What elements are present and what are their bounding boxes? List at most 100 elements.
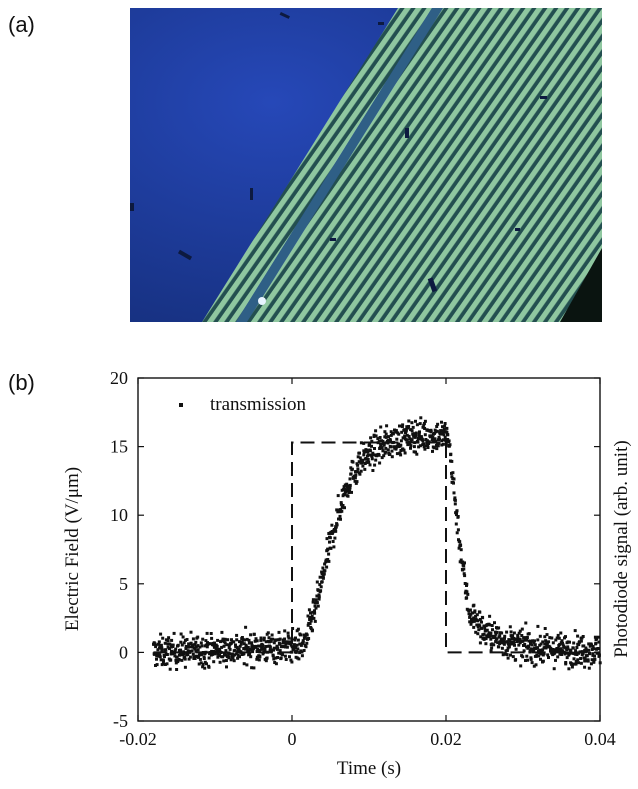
transmission-point [248,652,252,656]
transmission-point [168,667,172,671]
transmission-point [305,641,309,645]
transmission-point [354,481,358,485]
transmission-point [325,537,329,541]
transmission-point [442,428,446,431]
transmission-point [246,645,250,649]
transmission-point [330,523,334,527]
transmission-point [224,649,228,653]
transmission-point [184,645,188,648]
transmission-point [196,648,200,652]
transmission-point [367,453,370,457]
transmission-point [534,663,538,667]
transmission-point [351,460,355,464]
transmission-point [205,631,209,635]
transmission-point [235,638,239,642]
transmission-point [168,642,172,646]
transmission-point [527,639,531,643]
transmission-point [377,453,381,457]
transmission-point [317,593,321,597]
transmission-point [554,638,558,642]
transmission-point [158,653,162,657]
transmission-point [512,641,516,645]
transmission-point [249,655,253,659]
transmission-point [269,637,273,641]
transmission-point [590,658,594,662]
transmission-point [403,434,407,438]
transmission-point [500,646,504,650]
transmission-point [429,430,433,434]
transmission-point [370,454,374,458]
transmission-point [254,637,258,641]
transmission-point [212,660,216,664]
transmission-point [527,632,531,636]
transmission-point [245,647,249,651]
transmission-point [268,645,272,649]
transmission-point [278,637,282,641]
transmission-point [155,657,158,661]
transmission-point [247,649,251,653]
transmission-point [228,652,231,656]
transmission-point [211,652,215,656]
transmission-point [184,647,188,650]
transmission-point [516,635,520,639]
panel-a-label: (a) [8,12,35,37]
transmission-point [365,460,369,464]
transmission-point [201,662,205,666]
transmission-point [443,422,447,425]
transmission-point [403,451,407,455]
transmission-point [328,536,332,540]
transmission-point [215,649,219,652]
transmission-point [336,494,340,498]
transmission-point [437,435,441,439]
transmission-point [453,496,457,500]
transmission-point [345,482,349,486]
transmission-point [239,642,243,646]
transmission-point [358,451,361,455]
transmission-point [446,433,450,437]
transmission-point [420,437,424,441]
transmission-point [368,442,372,446]
transmission-point [223,653,227,657]
transmission-point [188,655,192,659]
transmission-point [523,642,527,646]
transmission-point [422,445,426,449]
transmission-point [234,652,238,656]
transmission-point [484,637,488,641]
transmission-point [593,657,597,661]
transmission-point [560,639,564,643]
transmission-point [183,665,187,669]
transmission-point [587,666,591,670]
transmission-point [435,444,438,447]
transmission-point [218,660,222,664]
transmission-point [289,643,293,647]
transmission-point [560,653,564,656]
transmission-point [274,638,278,642]
transmission-point [390,455,394,459]
transmission-point [313,604,317,608]
transmission-point [196,644,200,648]
transmission-point [441,442,445,446]
x-tick-label: 0.02 [430,729,462,749]
transmission-point [200,644,204,648]
transmission-point [191,652,195,656]
transmission-point [419,416,423,420]
x-axis-title: Time (s) [337,758,401,779]
transmission-point [564,646,568,650]
transmission-point [309,611,312,615]
transmission-point [475,623,479,627]
transmission-point [410,421,414,425]
transmission-point [597,653,601,657]
transmission-point [332,545,336,549]
transmission-point [358,456,362,460]
electric-field-trace [153,441,600,654]
transmission-point [528,649,532,653]
transmission-point [320,572,324,576]
transmission-point [380,456,384,460]
transmission-point [591,652,595,656]
transmission-point [257,644,261,648]
transmission-point [418,430,421,434]
transmission-point [168,647,171,651]
transmission-point [493,635,497,639]
transmission-point [513,643,516,647]
transmission-point [483,626,487,630]
